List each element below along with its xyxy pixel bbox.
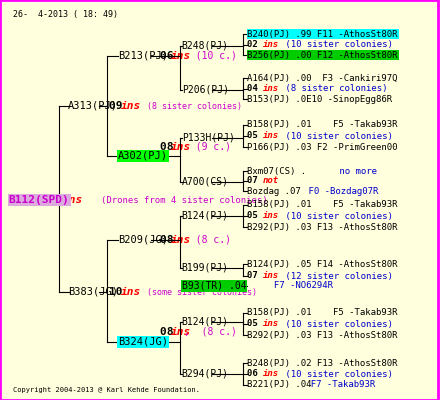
Text: P133H(PJ): P133H(PJ) [182, 133, 235, 143]
Text: F7 -Takab93R: F7 -Takab93R [300, 380, 375, 389]
Text: B158(PJ) .01    F5 -Takab93R: B158(PJ) .01 F5 -Takab93R [247, 200, 398, 209]
Text: B158(PJ) .01    F5 -Takab93R: B158(PJ) .01 F5 -Takab93R [247, 308, 398, 317]
Text: Bozdag .07: Bozdag .07 [247, 187, 301, 196]
Text: ins: ins [171, 235, 191, 245]
Text: B294(PJ): B294(PJ) [182, 369, 229, 379]
Text: F0 -Bozdag07R: F0 -Bozdag07R [287, 187, 378, 196]
Text: 08: 08 [160, 235, 180, 245]
Text: ins: ins [263, 370, 279, 378]
Text: 09: 09 [109, 101, 129, 111]
Text: (10 sister colonies): (10 sister colonies) [280, 212, 393, 220]
Text: (8 sister colonies): (8 sister colonies) [280, 84, 388, 93]
Text: (Drones from 4 sister colonies): (Drones from 4 sister colonies) [101, 196, 268, 204]
Text: Copyright 2004-2013 @ Karl Kehde Foundation.: Copyright 2004-2013 @ Karl Kehde Foundat… [13, 387, 200, 393]
Text: ins: ins [263, 84, 279, 93]
Text: ,  (8 c.): , (8 c.) [184, 327, 237, 337]
Text: B248(PJ) .02 F13 -AthosSt80R: B248(PJ) .02 F13 -AthosSt80R [247, 359, 398, 368]
Text: ins: ins [171, 51, 191, 61]
Text: 08: 08 [160, 327, 180, 337]
Text: B124(PJ) .05 F14 -AthosSt80R: B124(PJ) .05 F14 -AthosSt80R [247, 260, 398, 268]
Text: 06: 06 [247, 370, 264, 378]
Text: (12 sister colonies): (12 sister colonies) [280, 272, 393, 280]
Text: B292(PJ) .03 F13 -AthosSt80R: B292(PJ) .03 F13 -AthosSt80R [247, 331, 398, 340]
Text: 07: 07 [247, 176, 264, 185]
Text: ins: ins [121, 101, 141, 111]
Text: ins: ins [171, 142, 191, 152]
Text: 05: 05 [247, 320, 264, 328]
Text: A164(PJ) .00  F3 -Cankiri97Q: A164(PJ) .00 F3 -Cankiri97Q [247, 74, 398, 82]
Text: B256(PJ) .00 F12 -AthosSt80R: B256(PJ) .00 F12 -AthosSt80R [247, 51, 398, 60]
Text: B221(PJ) .04: B221(PJ) .04 [247, 380, 312, 389]
Text: 10: 10 [109, 287, 129, 297]
Text: P206(PJ): P206(PJ) [182, 85, 229, 95]
Text: B292(PJ) .03 F13 -AthosSt80R: B292(PJ) .03 F13 -AthosSt80R [247, 223, 398, 232]
Text: 05: 05 [247, 212, 264, 220]
Text: no more: no more [291, 167, 377, 176]
Text: A302(PJ): A302(PJ) [118, 151, 168, 161]
Text: B124(PJ): B124(PJ) [182, 211, 229, 221]
Text: ins: ins [171, 327, 191, 337]
Text: ins: ins [263, 272, 279, 280]
Text: B248(PJ): B248(PJ) [182, 41, 229, 51]
Text: B240(PJ) .99 F11 -AthosSt80R: B240(PJ) .99 F11 -AthosSt80R [247, 30, 398, 38]
Text: ins: ins [62, 195, 83, 205]
Text: ins: ins [263, 40, 279, 49]
Text: 05: 05 [247, 132, 264, 140]
Text: Bxm07(CS) .: Bxm07(CS) . [247, 167, 307, 176]
Text: (10 sister colonies): (10 sister colonies) [280, 320, 393, 328]
Text: (8 c.): (8 c.) [184, 235, 231, 245]
Text: A313(PJ): A313(PJ) [68, 101, 118, 111]
Text: 04: 04 [247, 84, 264, 93]
Text: (10 sister colonies): (10 sister colonies) [280, 40, 393, 49]
Text: B324(JG): B324(JG) [118, 337, 168, 347]
Text: (8 sister colonies): (8 sister colonies) [137, 102, 242, 110]
Text: (10 c.): (10 c.) [184, 51, 237, 61]
Text: 08: 08 [160, 142, 180, 152]
Text: B158(PJ) .01    F5 -Takab93R: B158(PJ) .01 F5 -Takab93R [247, 120, 398, 129]
Text: ins: ins [121, 287, 141, 297]
Text: B153(PJ) .0E10 -SinopEgg86R: B153(PJ) .0E10 -SinopEgg86R [247, 95, 392, 104]
Text: 02: 02 [247, 40, 264, 49]
Text: B383(JG): B383(JG) [68, 287, 118, 297]
Text: (some sister colonies): (some sister colonies) [137, 288, 257, 296]
Text: B93(TR) .04: B93(TR) .04 [182, 281, 246, 291]
Text: 26-  4-2013 ( 18: 49): 26- 4-2013 ( 18: 49) [13, 10, 118, 19]
Text: 07: 07 [247, 272, 264, 280]
Text: 06: 06 [160, 51, 180, 61]
Text: ins: ins [263, 212, 279, 220]
Text: (9 c.): (9 c.) [184, 142, 231, 152]
Text: B209(JG): B209(JG) [118, 235, 168, 245]
Text: P166(PJ) .03 F2 -PrimGreen00: P166(PJ) .03 F2 -PrimGreen00 [247, 143, 398, 152]
Text: ins: ins [263, 320, 279, 328]
Text: F7 -NO6294R: F7 -NO6294R [247, 282, 334, 290]
Text: 12: 12 [50, 195, 70, 205]
Text: B199(PJ): B199(PJ) [182, 263, 229, 273]
Text: B213(PJ): B213(PJ) [118, 51, 168, 61]
Text: B112(SPD): B112(SPD) [9, 195, 70, 205]
Text: ins: ins [263, 132, 279, 140]
Text: B124(PJ): B124(PJ) [182, 317, 229, 327]
Text: A700(CS): A700(CS) [182, 177, 229, 187]
Text: (10 sister colonies): (10 sister colonies) [280, 132, 393, 140]
Text: not: not [263, 176, 279, 185]
Text: (10 sister colonies): (10 sister colonies) [280, 370, 393, 378]
